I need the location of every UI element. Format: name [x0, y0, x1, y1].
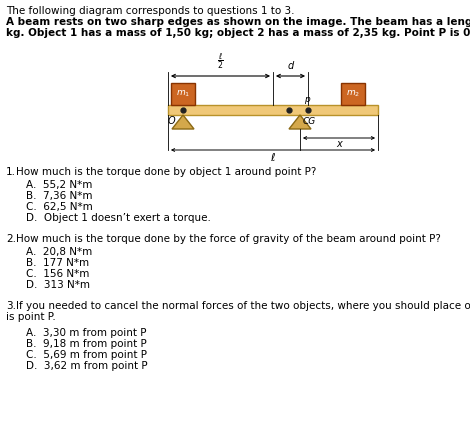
Text: How much is the torque done by object 1 around point P?: How much is the torque done by object 1 …: [16, 167, 316, 177]
Text: If you needed to cancel the normal forces of the two objects, where you should p: If you needed to cancel the normal force…: [16, 301, 470, 311]
Text: 3.: 3.: [6, 301, 16, 311]
Text: p: p: [304, 95, 310, 104]
Text: $m_1$: $m_1$: [176, 89, 190, 99]
Text: 1.: 1.: [6, 167, 16, 177]
Text: $m_2$: $m_2$: [346, 89, 360, 99]
Text: d: d: [287, 61, 294, 71]
Text: x: x: [336, 139, 342, 149]
Bar: [171, 83, 195, 105]
Text: is point P.: is point P.: [6, 312, 56, 322]
Text: D.  Object 1 doesn’t exert a torque.: D. Object 1 doesn’t exert a torque.: [26, 213, 211, 223]
Text: 2.: 2.: [6, 234, 16, 244]
Text: kg. Object 1 has a mass of 1,50 kg; object 2 has a mass of 2,35 kg. Point P is 0: kg. Object 1 has a mass of 1,50 kg; obje…: [6, 28, 470, 38]
Text: C.  156 N*m: C. 156 N*m: [26, 269, 89, 279]
Bar: [168, 105, 378, 115]
Text: B.  7,36 N*m: B. 7,36 N*m: [26, 191, 93, 201]
Text: $\frac{\ell}{2}$: $\frac{\ell}{2}$: [217, 52, 224, 71]
Polygon shape: [289, 115, 311, 129]
Text: A beam rests on two sharp edges as shown on the image. The beam has a length of : A beam rests on two sharp edges as shown…: [6, 17, 470, 27]
Text: C.  62,5 N*m: C. 62,5 N*m: [26, 202, 93, 212]
Text: B.  9,18 m from point P: B. 9,18 m from point P: [26, 339, 147, 349]
Text: C.  5,69 m from point P: C. 5,69 m from point P: [26, 350, 147, 360]
Text: $\ell$: $\ell$: [270, 151, 276, 163]
Text: CG: CG: [303, 117, 316, 126]
Text: B.  177 N*m: B. 177 N*m: [26, 258, 89, 268]
Text: A.  55,2 N*m: A. 55,2 N*m: [26, 180, 93, 190]
Text: O: O: [167, 116, 175, 126]
Bar: [341, 83, 365, 105]
Text: D.  313 N*m: D. 313 N*m: [26, 280, 90, 290]
Text: How much is the torque done by the force of gravity of the beam around point P?: How much is the torque done by the force…: [16, 234, 441, 244]
Text: D.  3,62 m from point P: D. 3,62 m from point P: [26, 361, 148, 371]
Text: A.  20,8 N*m: A. 20,8 N*m: [26, 247, 92, 257]
Polygon shape: [172, 115, 194, 129]
Text: The following diagram corresponds to questions 1 to 3.: The following diagram corresponds to que…: [6, 6, 295, 16]
Text: A.  3,30 m from point P: A. 3,30 m from point P: [26, 328, 147, 338]
